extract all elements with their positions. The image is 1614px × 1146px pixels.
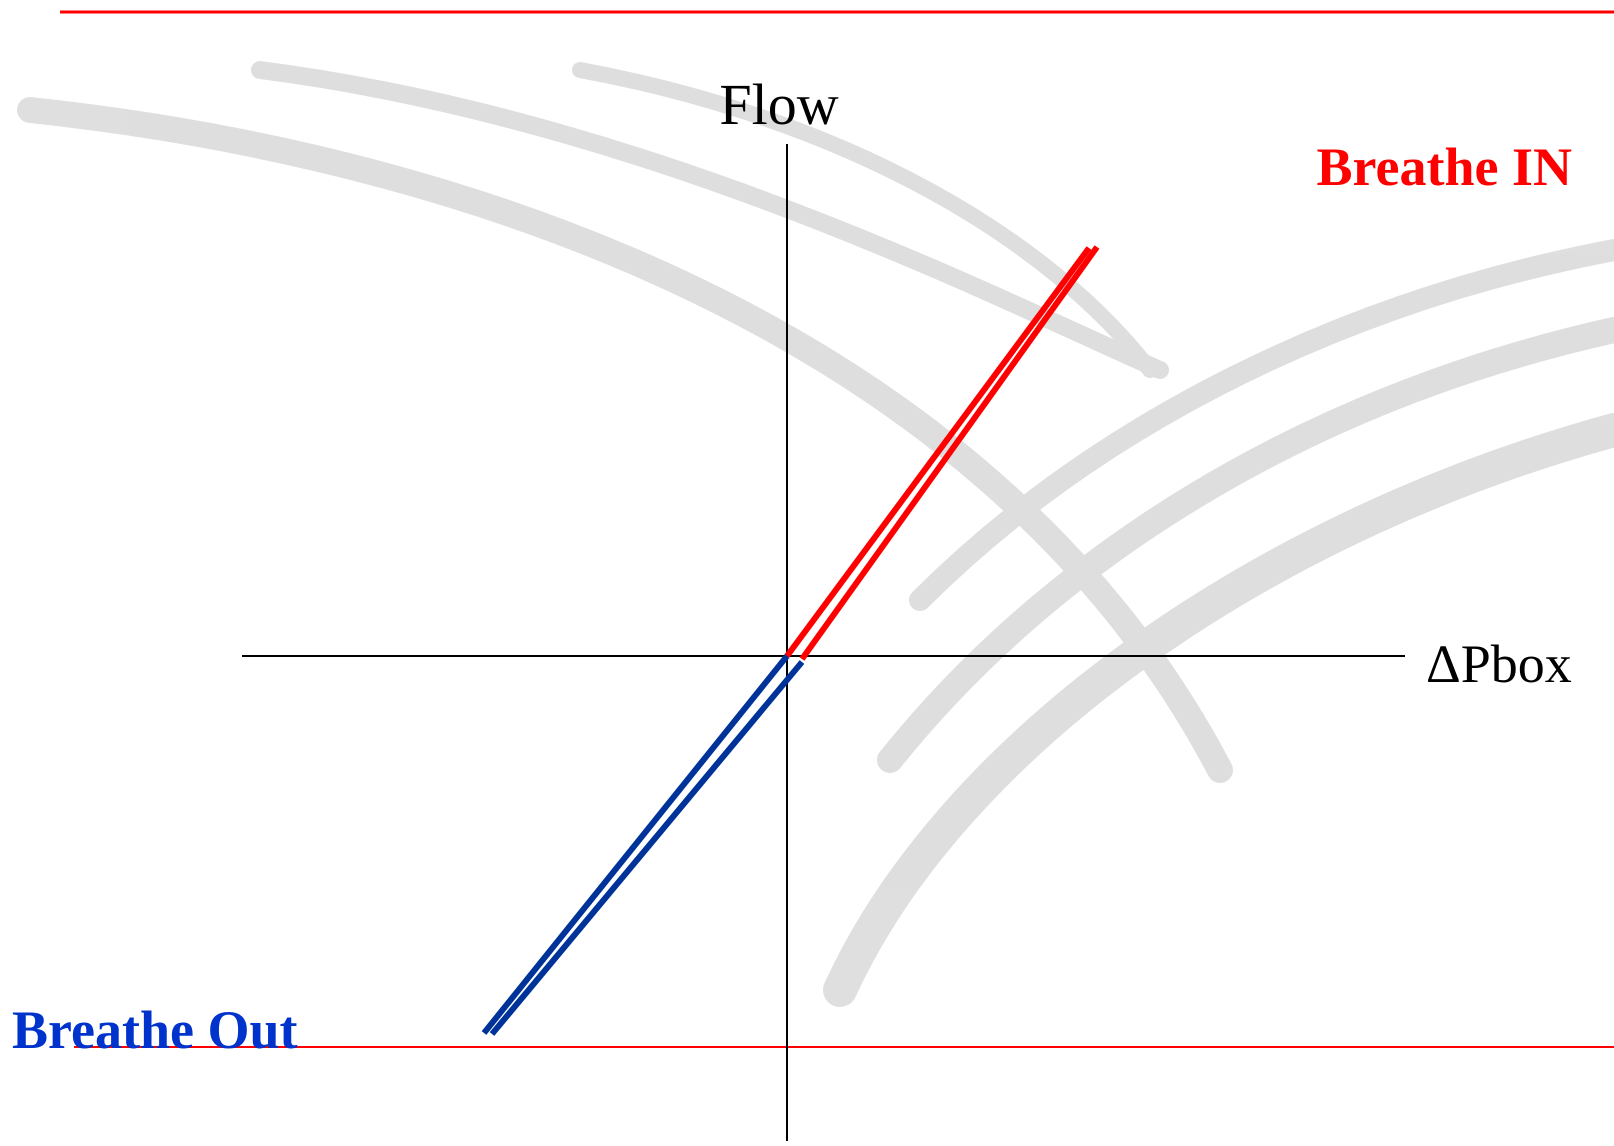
y-axis-label: Flow bbox=[719, 72, 838, 137]
exhale-label: Breathe Out bbox=[12, 1000, 297, 1060]
slide: Flow ΔPbox Breathe IN Breathe Out bbox=[0, 0, 1614, 1146]
background-swooshes bbox=[30, 70, 1614, 990]
exhale-line bbox=[492, 662, 802, 1034]
x-axis-label: ΔPbox bbox=[1426, 634, 1572, 694]
page: Flow ΔPbox Breathe IN Breathe Out (() =>… bbox=[0, 0, 1614, 1146]
exhale-line bbox=[484, 656, 787, 1033]
inhale-label: Breathe IN bbox=[1317, 137, 1572, 197]
exhale-lines bbox=[484, 656, 802, 1034]
